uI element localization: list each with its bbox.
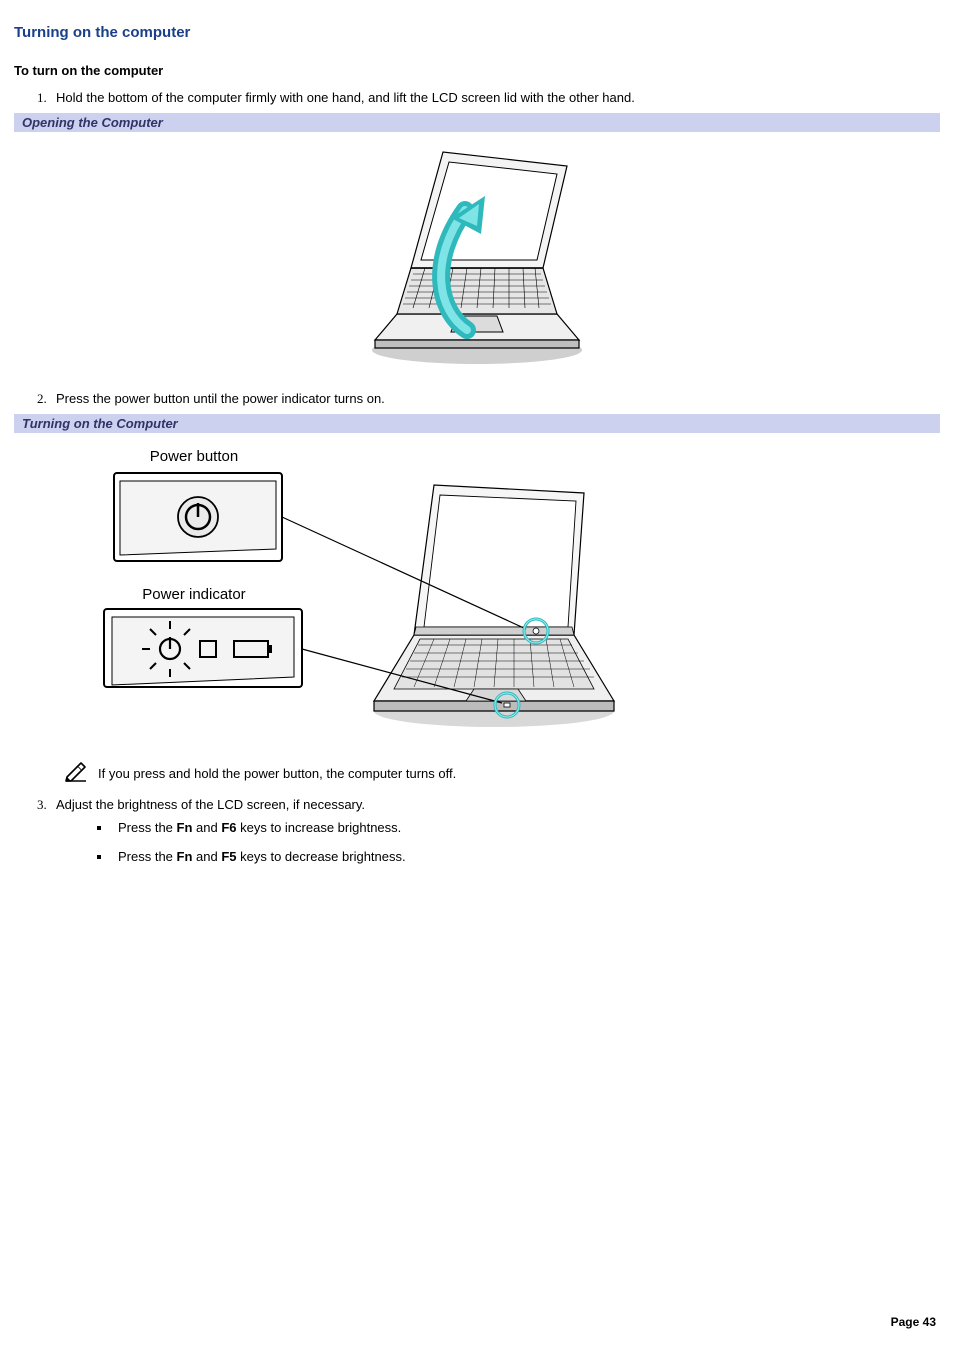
key-fn: Fn <box>177 849 193 864</box>
label-power-button: Power button <box>150 448 238 465</box>
figure-opening-computer <box>14 140 940 373</box>
figure-caption-opening: Opening the Computer <box>14 113 940 132</box>
document-page: Turning on the computer To turn on the c… <box>0 0 954 1351</box>
note-row: If you press and hold the power button, … <box>64 762 940 785</box>
step-1: Hold the bottom of the computer firmly w… <box>50 90 940 105</box>
laptop-open-diagram <box>347 140 607 370</box>
txt: and <box>192 820 221 835</box>
laptop-illustration <box>374 485 614 727</box>
brightness-decrease: Press the Fn and F5 keys to decrease bri… <box>112 849 940 864</box>
page-number: 43 <box>923 1315 936 1329</box>
procedure-heading: To turn on the computer <box>14 63 940 78</box>
step-2: Press the power button until the power i… <box>50 391 940 406</box>
key-fn: Fn <box>177 820 193 835</box>
step-list: Hold the bottom of the computer firmly w… <box>24 90 940 105</box>
txt: keys to decrease brightness. <box>237 849 406 864</box>
power-button-diagram: Power button Power indicator <box>74 441 634 741</box>
page-title: Turning on the computer <box>14 24 940 41</box>
step-3-text: Adjust the brightness of the LCD screen,… <box>56 797 365 812</box>
step-3: Adjust the brightness of the LCD screen,… <box>50 797 940 864</box>
txt: and <box>192 849 221 864</box>
step-list-3: Adjust the brightness of the LCD screen,… <box>24 797 940 864</box>
figure-turning-on: Power button Power indicator <box>14 441 940 744</box>
step-list-2: Press the power button until the power i… <box>24 391 940 406</box>
label-power-indicator: Power indicator <box>142 586 245 603</box>
note-text: If you press and hold the power button, … <box>98 766 456 781</box>
page-label: Page <box>891 1315 923 1329</box>
page-footer: Page 43 <box>891 1315 936 1329</box>
key-f5: F5 <box>221 849 236 864</box>
figure-caption-turning-on: Turning on the Computer <box>14 414 940 433</box>
txt: Press the <box>118 820 177 835</box>
brightness-sublist: Press the Fn and F6 keys to increase bri… <box>86 820 940 864</box>
key-f6: F6 <box>221 820 236 835</box>
txt: keys to increase brightness. <box>237 820 402 835</box>
note-icon <box>64 762 88 785</box>
brightness-increase: Press the Fn and F6 keys to increase bri… <box>112 820 940 835</box>
txt: Press the <box>118 849 177 864</box>
